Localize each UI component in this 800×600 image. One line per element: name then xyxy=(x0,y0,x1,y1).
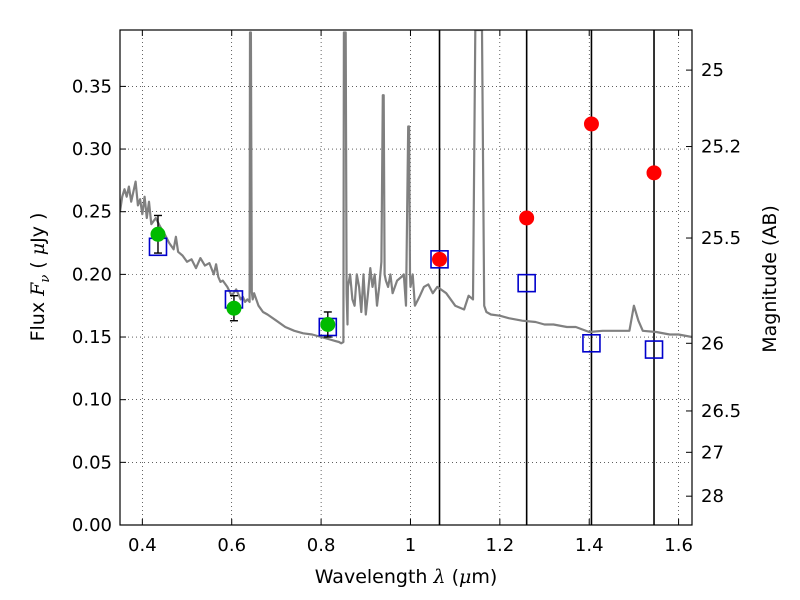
x-axis-title: Wavelength λ (μm) xyxy=(315,566,498,588)
x-tick-label: 0.8 xyxy=(307,535,336,556)
x-tick-label: 1.2 xyxy=(486,535,515,556)
y2-tick-label: 25.5 xyxy=(701,228,741,249)
y2-axis-title: Magnitude (AB) xyxy=(759,205,781,353)
y-tick-label: 0.30 xyxy=(72,139,112,160)
model-spectrum-line xyxy=(120,30,692,345)
x-tick-label: 1 xyxy=(405,535,416,556)
y-tick-label: 0.05 xyxy=(72,452,112,473)
y-tick-label: 0.35 xyxy=(72,76,112,97)
y2-tick-label: 25.2 xyxy=(701,137,741,158)
x-axis: 0.4 0.6 0.8 1 1.2 1.4 1.6 xyxy=(128,30,693,556)
observed-flux-green-point xyxy=(150,226,166,242)
y2-tick-label: 28 xyxy=(701,486,724,507)
y2-tick-label: 25 xyxy=(701,60,724,81)
y-tick-label: 0.20 xyxy=(72,264,112,285)
observed-flux-red-point xyxy=(519,210,535,226)
x-tick-label: 1.4 xyxy=(575,535,604,556)
data-markers xyxy=(148,116,664,359)
observed-flux-red-point xyxy=(432,251,448,267)
plot-frame xyxy=(119,29,693,526)
y-tick-label: 0.00 xyxy=(72,515,112,536)
model-flux-square xyxy=(517,273,536,293)
y2-tick-label: 26 xyxy=(701,333,724,354)
y2-axis: 25 25.2 25.5 26 26.5 27 28 xyxy=(686,60,741,507)
model-flux-square xyxy=(430,250,449,269)
x-tick-label: 1.6 xyxy=(664,535,693,556)
observed-flux-green-point xyxy=(320,316,336,332)
y-tick-label: 0.15 xyxy=(72,327,112,348)
y-tick-label: 0.10 xyxy=(72,390,112,411)
y-axis: 0.00 0.05 0.10 0.15 0.20 0.25 0.30 0.35 xyxy=(72,76,126,536)
x-tick-label: 0.6 xyxy=(217,535,246,556)
observed-flux-red-point xyxy=(583,116,599,132)
y-axis-title: Flux Fν ( μJy ) xyxy=(27,213,53,342)
model-flux-square xyxy=(582,333,601,353)
observed-flux-green-point xyxy=(226,300,242,316)
vertical-lines xyxy=(438,30,655,525)
model-spectrum xyxy=(120,30,692,345)
model-flux-square xyxy=(644,340,664,359)
y-tick-label: 0.25 xyxy=(72,202,112,223)
y2-tick-label: 26.5 xyxy=(701,401,741,422)
x-tick-label: 0.4 xyxy=(128,535,157,556)
observed-flux-red-point xyxy=(646,165,662,181)
y2-tick-label: 27 xyxy=(701,442,724,463)
